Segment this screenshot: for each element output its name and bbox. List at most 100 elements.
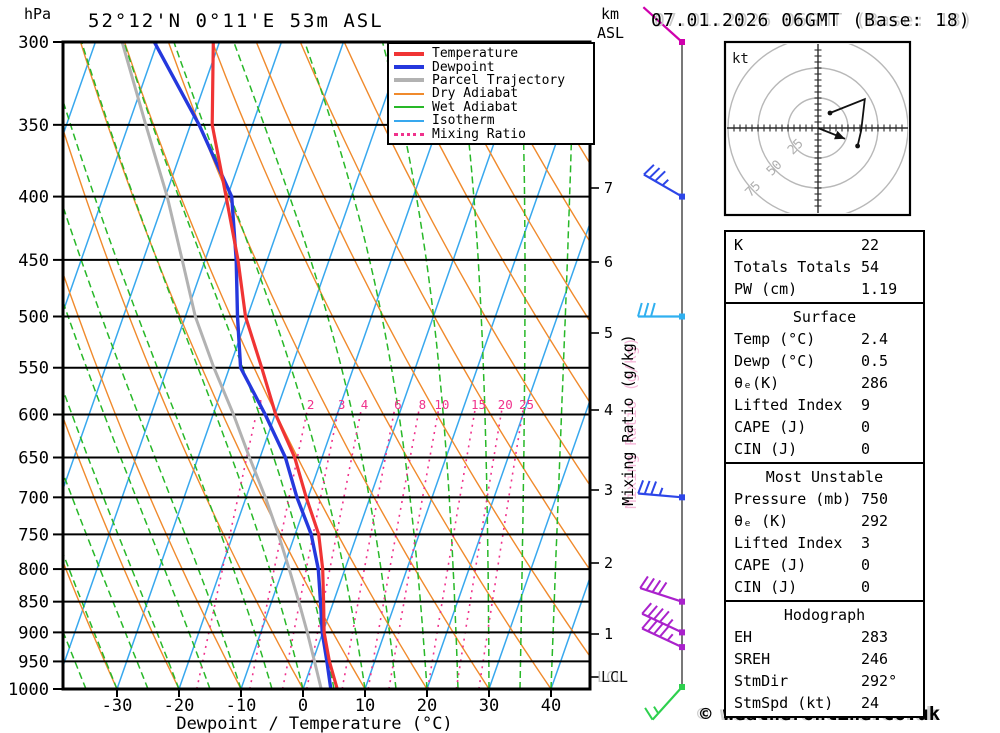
wet-adiabat-line [64,302,211,688]
legend-item: Dry Adiabat [394,87,593,100]
wind-barb-925hPa [641,617,685,651]
temperature-tick-label: -20 [164,696,195,716]
mixing-ratio-line [388,409,440,688]
pressure-grid: 300 350 400 450 500 550 600 650 700 750 800 850 900 9… [8,33,590,700]
info-panels: K 22 Totals Totals 54 PW (cm) 1.19 Surface Temp… [724,230,925,718]
dry-adiabat-line [64,562,118,688]
km-tick-label: 1 [604,625,613,643]
legend-item: Isotherm [394,114,593,127]
legend-item: Dewpoint [394,59,593,75]
legend-label: Dewpoint [432,59,495,75]
wet-adiabat-line [64,473,149,688]
wind-level-dot [679,193,685,200]
legend-label: Wet Adiabat [432,99,519,115]
mixing-ratio-line [249,409,309,688]
km-tick-label: 4 [604,401,613,419]
mixing-ratio-value-label: 8 [419,397,427,412]
mixing-ratio-value-label: 2 [307,397,315,412]
legend-label: Isotherm [432,113,495,129]
mixing-ratio-line [341,409,396,688]
wet-adiabat-line [550,43,575,688]
mixing-ratio-line [455,409,503,688]
wet-adiabat-line [381,43,459,688]
isotherm-line [116,43,344,688]
mixing-ratio-axis-label: Mixing Ratio (g/kg) [619,334,637,506]
mixing-ratio-value-label: 15 [471,397,486,412]
mixing-ratio-value-label: 4 [361,397,369,412]
wind-level-dot [679,494,685,501]
info-panel-indices: K 22 Totals Totals 54 PW (cm) 1.19 [724,230,925,304]
panel-row-value: 246 [861,650,889,668]
mixing-ratio-value-label: 20 [498,397,513,412]
isotherm-line [302,43,530,688]
panel-row-value: 24 [861,694,880,712]
panel-row-label: Lifted Index [734,534,843,552]
pressure-tick-label: 750 [18,525,49,545]
panel-row-label: θₑ (K) [734,512,789,530]
temperature-tick-label: -10 [226,696,257,716]
mixing-ratio-value-label: 25 [519,397,534,412]
wet-adiabat-line [64,553,118,688]
dewpoint-curve [152,43,333,688]
lcl-marker-label: LCL [601,668,629,686]
isotherm-line [240,43,468,688]
panel-row: CAPE (J) 0 [726,554,923,576]
mixing-ratio-line [478,409,524,688]
pressure-tick-label: 850 [18,593,49,613]
temperature-tick-label: 0 [298,696,308,716]
panel-row-label: StmSpd (kt) [734,694,834,712]
storm-motion-arrowhead [834,130,845,140]
km-tick-label: 5 [604,324,613,342]
station-title: 52°12'N 0°11'E 53m ASL [88,10,384,32]
panel-row: K 22 [726,234,923,256]
legend-item: Temperature [394,47,593,60]
panel-row-label: CAPE (J) [734,556,807,574]
wet-adiabat-line [64,390,180,688]
panel-row-label: θₑ(K) [734,374,780,392]
mixing-ratio-line [281,409,340,688]
dry-adiabat-line [64,130,304,688]
wind-level-dot [679,39,685,45]
km-tick-label: 3 [604,481,613,499]
panel-title: Most Unstable [765,468,884,486]
isotherm-line [178,43,406,688]
run-datetime-title: 07.01.2026 06GMT (Base: 18) [651,10,971,31]
panel-row-value: 283 [861,628,889,646]
isotherm-line [64,43,220,489]
dry-adiabat-line [387,43,589,403]
legend-swatch-line [394,119,424,122]
panel-row: Temp (°C) 2.4 [726,328,923,350]
panel-row-value: 22 [861,236,880,254]
panel-row-label: Dewp (°C) [734,352,816,370]
info-panel-most-unstable: Most Unstable Pressure (mb) 750 θₑ (K) 292 Li… [724,462,925,602]
isotherm-line [364,46,589,688]
pressure-tick-label: 700 [18,488,49,508]
altitude-axis: 7 6 5 4 3 2 1 [590,179,613,678]
km-tick-label: 2 [604,554,613,572]
temperature-tick-label: -30 [102,696,133,716]
temperature-tick-label: 30 [479,696,499,716]
panel-row-value: 2.4 [861,330,889,348]
panel-row-value: 0 [861,578,871,596]
panel-row: CIN (J) 0 [726,438,923,460]
wet-adiabat-line [519,43,526,688]
pressure-tick-label: 950 [18,652,49,672]
info-panel-surface: Surface Temp (°C) 2.4 Dewp (°C) 0.5 θₑ(K) 286 L… [724,302,925,464]
panel-row-label: PW (cm) [734,280,798,298]
panel-row-value: 0.5 [861,352,889,370]
wet-adiabat-line [304,43,428,688]
panel-row: SREH 246 [726,648,923,670]
panel-row-label: CIN (J) [734,440,798,458]
altitude-axis-unit-km: km [601,5,620,23]
wet-adiabat-line [456,43,490,688]
panel-row: StmDir 292° [726,670,923,692]
wind-level-dot [679,629,685,636]
pressure-tick-label: 800 [18,560,49,580]
hodograph-trace [829,97,866,147]
legend-label: Temperature [432,46,519,62]
pressure-tick-label: 650 [18,449,49,469]
legend-swatch-line [394,92,424,95]
temperature-axis-title: Dewpoint / Temperature (°C) [176,714,452,733]
wet-adiabat-line [233,43,397,688]
